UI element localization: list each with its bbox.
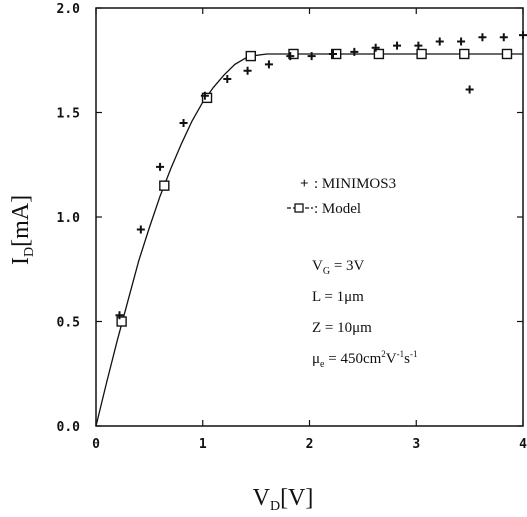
minimos3-point-19 xyxy=(499,33,508,42)
minimos3-point-4 xyxy=(200,91,209,100)
x-axis-title-sub: D xyxy=(270,499,280,514)
legend-symbol-minimos3: + xyxy=(300,176,309,192)
minimos3-markers xyxy=(115,31,527,320)
x-axis-title: VD[V] xyxy=(253,485,314,514)
model-point-8 xyxy=(459,48,470,60)
legend-symbol-model xyxy=(287,203,313,213)
model-point-9 xyxy=(501,48,513,60)
minimos3-point-20 xyxy=(519,31,527,40)
x-tick-labels: 0 1 2 3 4 xyxy=(92,437,527,452)
minimos3-point-10 xyxy=(328,49,337,58)
x-tick-label-2: 2 xyxy=(306,437,314,452)
minimos3-point-15 xyxy=(435,37,444,46)
y-axis-title-unit: [mA] xyxy=(8,195,34,247)
minimos3-point-11 xyxy=(350,47,359,56)
minimos3-point-0 xyxy=(115,311,124,320)
annotation-z: Z = 10μm xyxy=(312,320,372,336)
legend-label-minimos3: : MINIMOS3 xyxy=(314,176,396,192)
model-point-6 xyxy=(373,48,385,60)
x-axis-title-unit: [V] xyxy=(280,485,313,511)
minimos3-point-8 xyxy=(286,52,295,61)
parameter-annotations: VG = 3V L = 1μm Z = 10μm μe = 450cm2V-1s… xyxy=(312,258,417,370)
y-axis-title: ID[mA] xyxy=(8,195,37,265)
y-tick-label-3: 1.5 xyxy=(57,107,80,122)
model-curve-line xyxy=(95,53,523,427)
legend: + : MINIMOS3 : Model xyxy=(287,176,396,217)
model-point-1 xyxy=(159,180,170,191)
y-tick-label-1: 0.5 xyxy=(57,316,80,331)
model-curve xyxy=(95,53,523,427)
legend-label-model: : Model xyxy=(314,201,361,217)
x-tick-label-0: 0 xyxy=(92,437,100,452)
x-tick-label-1: 1 xyxy=(199,437,207,452)
y-tick-labels: 0.0 0.5 1.0 1.5 2.0 xyxy=(57,2,81,435)
y-axis-title-main: I xyxy=(8,257,34,265)
minimos3-point-9 xyxy=(307,52,316,61)
minimos3-point-14 xyxy=(414,41,423,50)
minimos3-point-1 xyxy=(136,225,145,234)
minimos3-point-3 xyxy=(179,118,188,127)
model-point-0 xyxy=(116,316,127,327)
minimos3-point-7 xyxy=(264,60,273,69)
minimos3-point-17 xyxy=(465,85,474,94)
model-point-4 xyxy=(288,48,299,60)
annotation-l: L = 1μm xyxy=(312,289,364,305)
annotation-mobility: μe = 450cm2V-1s-1 xyxy=(312,349,417,370)
model-point-7 xyxy=(416,48,427,60)
minimos3-point-18 xyxy=(478,33,487,42)
minimos3-point-5 xyxy=(223,75,232,84)
minimos3-point-13 xyxy=(393,41,402,50)
annotation-vg: VG = 3V xyxy=(312,258,365,277)
x-axis-title-main: V xyxy=(253,485,271,511)
tick-marks xyxy=(95,7,524,427)
model-point-3 xyxy=(245,50,256,62)
x-tick-label-4: 4 xyxy=(519,437,527,452)
y-tick-label-0: 0.0 xyxy=(57,420,81,435)
y-tick-label-2: 1.0 xyxy=(57,211,81,226)
model-point-2 xyxy=(201,92,213,104)
x-tick-label-3: 3 xyxy=(412,437,420,452)
y-axis-title-sub: D xyxy=(22,247,37,257)
minimos3-point-6 xyxy=(243,66,252,75)
minimos3-point-2 xyxy=(156,162,165,171)
minimos3-point-12 xyxy=(371,43,380,52)
plot-frame xyxy=(95,7,524,427)
minimos3-point-16 xyxy=(457,37,466,46)
y-tick-label-4: 2.0 xyxy=(57,2,81,17)
